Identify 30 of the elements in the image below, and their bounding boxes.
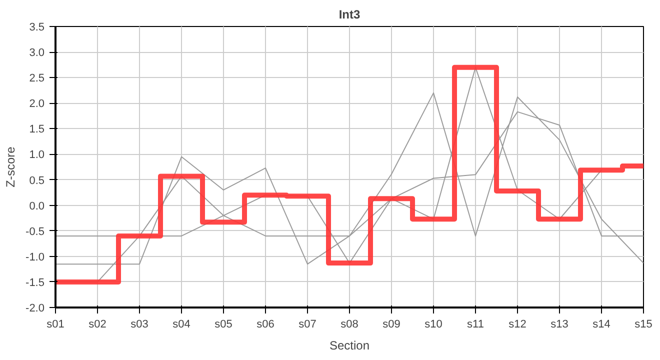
y-tick-label: -0.5 (26, 226, 45, 238)
x-tick-label: s01 (46, 318, 64, 330)
x-tick-label: s06 (256, 318, 274, 330)
y-tick-label: 3.5 (29, 22, 45, 34)
x-tick-label: s03 (130, 318, 148, 330)
y-tick-label: 2.0 (29, 98, 45, 110)
x-tick-label: s02 (88, 318, 106, 330)
x-tick-label: s11 (467, 318, 484, 330)
y-tick-label: 0.0 (29, 200, 45, 212)
y-axis-title: Z-score (4, 146, 18, 188)
x-axis-title: Section (329, 338, 370, 352)
y-tick-label: 0.5 (29, 174, 45, 187)
x-tick-label: s05 (214, 318, 232, 330)
x-tick-label: s08 (340, 318, 358, 330)
y-tick-label: -1.5 (26, 276, 45, 289)
x-tick-label: s04 (172, 318, 190, 330)
y-tick-label: 1.5 (29, 124, 45, 136)
x-tick-label: s07 (298, 318, 316, 330)
y-tick-label: -1.0 (26, 251, 45, 264)
x-tick-label: s12 (508, 318, 526, 330)
chart-title: Int3 (338, 8, 360, 22)
y-tick-label: 3.0 (29, 47, 45, 60)
y-tick-label: -2.0 (26, 302, 45, 314)
y-tick-label: 2.5 (29, 72, 45, 85)
x-tick-label: s09 (382, 318, 400, 330)
x-tick-label: s13 (550, 318, 568, 330)
x-tick-label: s10 (424, 318, 442, 330)
y-tick-label: 1.0 (29, 149, 45, 162)
x-tick-label: s14 (592, 318, 610, 330)
x-tick-label: s15 (634, 318, 652, 330)
